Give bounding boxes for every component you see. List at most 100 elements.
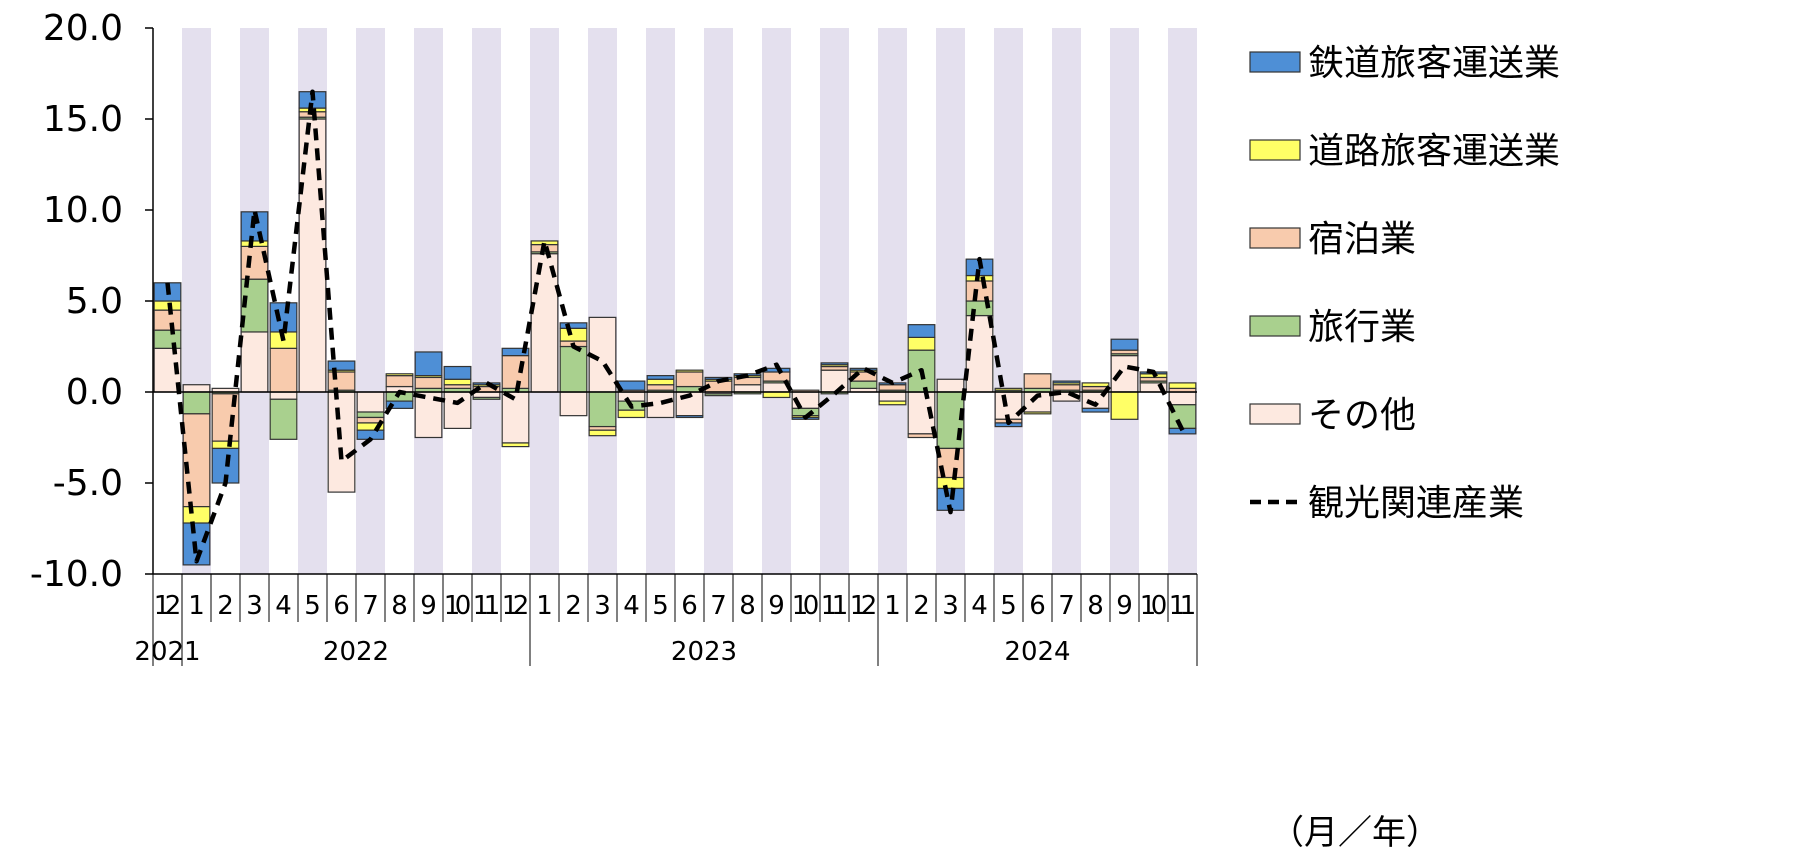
legend-swatch (1249, 227, 1301, 249)
bar-segment-0 (1168, 391, 1197, 406)
stripe-band (1168, 28, 1197, 574)
bar-segment-1 (588, 391, 617, 428)
bar-segment-3 (675, 369, 704, 373)
x-tick-label: 7 (1058, 591, 1075, 621)
x-tick-label: 3 (246, 591, 263, 621)
legend-label: 鉄道旅客運送業 (1308, 43, 1560, 84)
bar-segment-2 (327, 371, 356, 391)
x-tick-label: 2 (217, 591, 234, 621)
bar-segment-2 (240, 245, 269, 280)
bar-segment-3 (385, 373, 414, 377)
stripe-band (820, 28, 849, 574)
bar-segment-3 (153, 300, 182, 311)
x-tick-label: 5 (304, 591, 321, 621)
bar-segment-0 (327, 391, 356, 493)
bar-segment-0 (472, 391, 501, 399)
x-tick-label: 4 (971, 591, 988, 621)
x-tick-label: 8 (391, 591, 408, 621)
stripe-band (414, 28, 443, 574)
x-tick-label: 2 (565, 591, 582, 621)
x-tick-label: 4 (275, 591, 292, 621)
y-tick-label: -5.0 (53, 463, 123, 504)
bar-segment-3 (994, 387, 1023, 391)
bar-segment-0 (878, 391, 907, 402)
x-tick-label: 2 (913, 591, 930, 621)
bar-segment-4 (1110, 338, 1139, 351)
legend-label: 宿泊業 (1308, 219, 1416, 260)
bar-segment-0 (617, 391, 646, 402)
x-tick-label: 12 (502, 591, 530, 621)
x-tick-label: 10 (1140, 591, 1168, 621)
bar-segment-0 (559, 391, 588, 417)
y-tick-label: 15.0 (43, 99, 123, 140)
stripe-band (646, 28, 675, 574)
bar-segment-0 (356, 391, 385, 413)
bar-segment-4 (675, 415, 704, 419)
legend-label: 旅行業 (1308, 307, 1416, 348)
y-tick-label: 0.0 (66, 372, 123, 413)
x-tick-label: 12 (850, 591, 878, 621)
stripe-band (994, 28, 1023, 574)
bar-segment-2 (675, 371, 704, 388)
bar-segment-4 (907, 324, 936, 339)
bar-segment-2 (762, 371, 791, 382)
bar-segment-3 (1023, 411, 1052, 415)
stripe-band (1110, 28, 1139, 574)
year-label: 2023 (671, 637, 737, 667)
bar-segment-2 (1052, 384, 1081, 391)
bar-segment-3 (211, 440, 240, 450)
bar-segment-1 (356, 411, 385, 419)
year-label: 2024 (1004, 637, 1070, 667)
bar-segment-1 (153, 329, 182, 349)
x-tick-label: 6 (681, 591, 698, 621)
bar-segment-1 (704, 393, 733, 397)
bar-segment-4 (327, 360, 356, 371)
bar-segment-0 (240, 331, 269, 393)
bar-segment-3 (1081, 382, 1110, 388)
x-axis-unit-label: （月／年） (1270, 813, 1440, 853)
x-tick-label: 9 (1116, 591, 1133, 621)
x-tick-label: 11 (473, 591, 501, 621)
bar-segment-4 (501, 347, 530, 357)
x-tick-label: 3 (594, 591, 611, 621)
bar-segment-2 (965, 280, 994, 302)
bar-segment-4 (820, 362, 849, 366)
bar-segment-0 (443, 391, 472, 430)
bar-segment-4 (646, 375, 675, 380)
legend-label: その他 (1308, 395, 1416, 436)
legend-swatch (1249, 51, 1301, 73)
x-tick-label: 1 (188, 591, 205, 621)
tick-labels: 20.015.010.05.00.0-5.0-10.012 1 2 3 4 5 6 7 8 9 10… (30, 8, 1196, 667)
bar-segment-3 (588, 429, 617, 437)
bar-segment-2 (646, 384, 675, 391)
bar-segment-3 (646, 378, 675, 386)
bar-segment-3 (182, 506, 211, 524)
stripe-band (704, 28, 733, 574)
bar-segment-0 (936, 378, 965, 393)
x-tick-label: 9 (420, 591, 437, 621)
x-tick-label: 6 (1029, 591, 1046, 621)
bar-segment-2 (1023, 373, 1052, 389)
stripe-band (472, 28, 501, 574)
x-tick-label: 10 (792, 591, 820, 621)
bar-segment-3 (1110, 391, 1139, 420)
bar-segment-0 (182, 384, 211, 393)
bar-segment-2 (501, 355, 530, 389)
x-tick-label: 1 (884, 591, 901, 621)
stripe-band (588, 28, 617, 574)
bar-segment-3 (501, 442, 530, 448)
x-tick-label: 12 (154, 591, 182, 621)
bar-segment-1 (269, 398, 298, 440)
bar-segment-3 (443, 378, 472, 386)
bar-segment-4 (849, 367, 878, 371)
bar-segment-2 (414, 376, 443, 389)
bar-segment-2 (878, 384, 907, 391)
legend-label: 道路旅客運送業 (1308, 131, 1560, 172)
x-tick-label: 1 (536, 591, 553, 621)
bar-segment-1 (849, 380, 878, 389)
bar-segment-0 (733, 384, 762, 393)
x-tick-label: 6 (333, 591, 350, 621)
bar-segment-0 (1110, 355, 1139, 393)
bar-segment-3 (240, 240, 269, 248)
